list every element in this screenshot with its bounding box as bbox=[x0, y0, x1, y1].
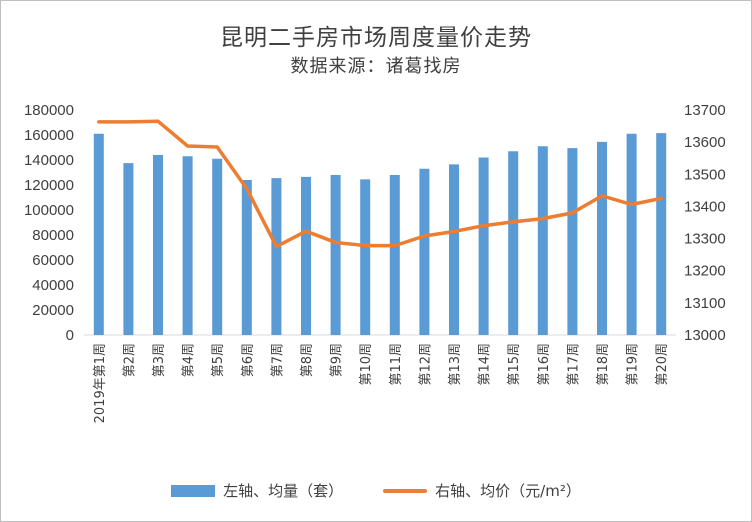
x-tick-label: 第13周 bbox=[448, 343, 463, 386]
price-point bbox=[334, 241, 337, 244]
y-right-tick-label: 13100 bbox=[684, 295, 726, 312]
price-point bbox=[393, 244, 396, 247]
y-right-tick-label: 13700 bbox=[684, 102, 726, 119]
x-tick-label: 第5周 bbox=[211, 343, 226, 377]
bar bbox=[389, 175, 400, 335]
price-point bbox=[127, 120, 130, 124]
x-tick-label: 第8周 bbox=[300, 343, 315, 377]
legend-label-volume: 左轴、均量（套） bbox=[223, 482, 344, 500]
price-point bbox=[216, 145, 219, 149]
y-left-tick-label: 60000 bbox=[32, 252, 74, 269]
price-point bbox=[660, 197, 663, 200]
y-left-tick-label: 0 bbox=[66, 327, 74, 344]
y-right-tick-label: 13200 bbox=[684, 263, 726, 280]
price-line bbox=[97, 119, 663, 249]
chart-subtitle: 数据来源：诸葛找房 bbox=[290, 56, 462, 77]
y-right-tick-label: 13600 bbox=[684, 134, 726, 151]
x-tick-label: 第18周 bbox=[596, 343, 611, 386]
price-point bbox=[541, 217, 544, 220]
bar bbox=[597, 141, 607, 335]
y-left-tick-label: 40000 bbox=[32, 277, 74, 294]
bar bbox=[449, 164, 459, 335]
y-right-tick-label: 13000 bbox=[684, 327, 726, 344]
bar bbox=[330, 175, 341, 335]
bar bbox=[301, 176, 311, 335]
price-point bbox=[186, 144, 189, 148]
bar bbox=[537, 146, 548, 335]
y-left-tick-label: 160000 bbox=[24, 127, 74, 144]
x-tick-label: 第10周 bbox=[359, 343, 374, 386]
y-left-tick-label: 20000 bbox=[32, 302, 74, 319]
y-right-tick-label: 13300 bbox=[684, 231, 726, 248]
price-point bbox=[423, 234, 426, 238]
legend-line-swatch bbox=[383, 488, 428, 493]
bar bbox=[508, 151, 519, 335]
price-point bbox=[245, 187, 248, 190]
x-tick-label: 第9周 bbox=[330, 343, 345, 377]
x-tick-label: 第20周 bbox=[655, 343, 670, 386]
y-right-tick-label: 13500 bbox=[684, 166, 726, 183]
price-point bbox=[482, 224, 485, 227]
y-left-tick-label: 80000 bbox=[32, 227, 74, 244]
price-point bbox=[452, 230, 456, 233]
x-tick-label: 第17周 bbox=[566, 343, 581, 386]
price-point bbox=[512, 220, 515, 224]
x-tick-label: 第14周 bbox=[478, 343, 493, 386]
x-tick-label: 第7周 bbox=[270, 343, 285, 377]
x-tick-label: 第11周 bbox=[389, 343, 404, 386]
y-right-tick-label: 13400 bbox=[684, 198, 726, 215]
x-tick-label: 第3周 bbox=[152, 343, 167, 377]
price-point bbox=[304, 229, 308, 233]
x-tick-label: 第6周 bbox=[241, 343, 256, 377]
bar bbox=[656, 133, 667, 335]
x-tick-label: 第12周 bbox=[418, 343, 433, 386]
legend-label-price: 右轴、均价（元/m²） bbox=[435, 482, 581, 500]
bar bbox=[123, 163, 134, 335]
bar bbox=[360, 179, 371, 335]
x-tick-label: 2019年第1周 bbox=[93, 343, 108, 423]
x-tick-label: 第4周 bbox=[182, 343, 197, 377]
price-point bbox=[364, 244, 367, 247]
bar bbox=[567, 148, 578, 335]
legend-item-volume: 左轴、均量（套） bbox=[171, 480, 343, 501]
x-tick-label: 第2周 bbox=[122, 343, 137, 377]
bar bbox=[271, 178, 282, 335]
x-tick-label: 第15周 bbox=[507, 343, 522, 386]
bar bbox=[241, 180, 252, 335]
bar bbox=[478, 157, 489, 335]
chart-title: 昆明二手房市场周度量价走势 bbox=[220, 25, 532, 51]
price-point bbox=[97, 120, 101, 124]
y-left-tick-label: 100000 bbox=[24, 202, 74, 219]
price-point bbox=[600, 194, 604, 198]
price-point bbox=[630, 203, 633, 206]
price-point bbox=[571, 211, 574, 215]
chart-legend: 左轴、均量（套） 右轴、均价（元/m²） bbox=[0, 480, 752, 501]
price-point bbox=[156, 120, 160, 123]
y-left-tick-label: 120000 bbox=[24, 177, 74, 194]
bar bbox=[419, 168, 430, 335]
legend-item-price: 右轴、均价（元/m²） bbox=[383, 480, 581, 501]
legend-bar-swatch bbox=[171, 484, 216, 497]
bar bbox=[212, 158, 223, 335]
price-point bbox=[275, 245, 278, 248]
x-tick-label: 第19周 bbox=[626, 343, 641, 386]
bar bbox=[93, 133, 104, 335]
bar bbox=[182, 156, 193, 335]
bar bbox=[626, 133, 637, 335]
y-left-tick-label: 180000 bbox=[24, 102, 74, 119]
y-left-tick-label: 140000 bbox=[24, 152, 74, 169]
bar bbox=[153, 155, 163, 335]
x-tick-label: 第16周 bbox=[537, 343, 552, 386]
